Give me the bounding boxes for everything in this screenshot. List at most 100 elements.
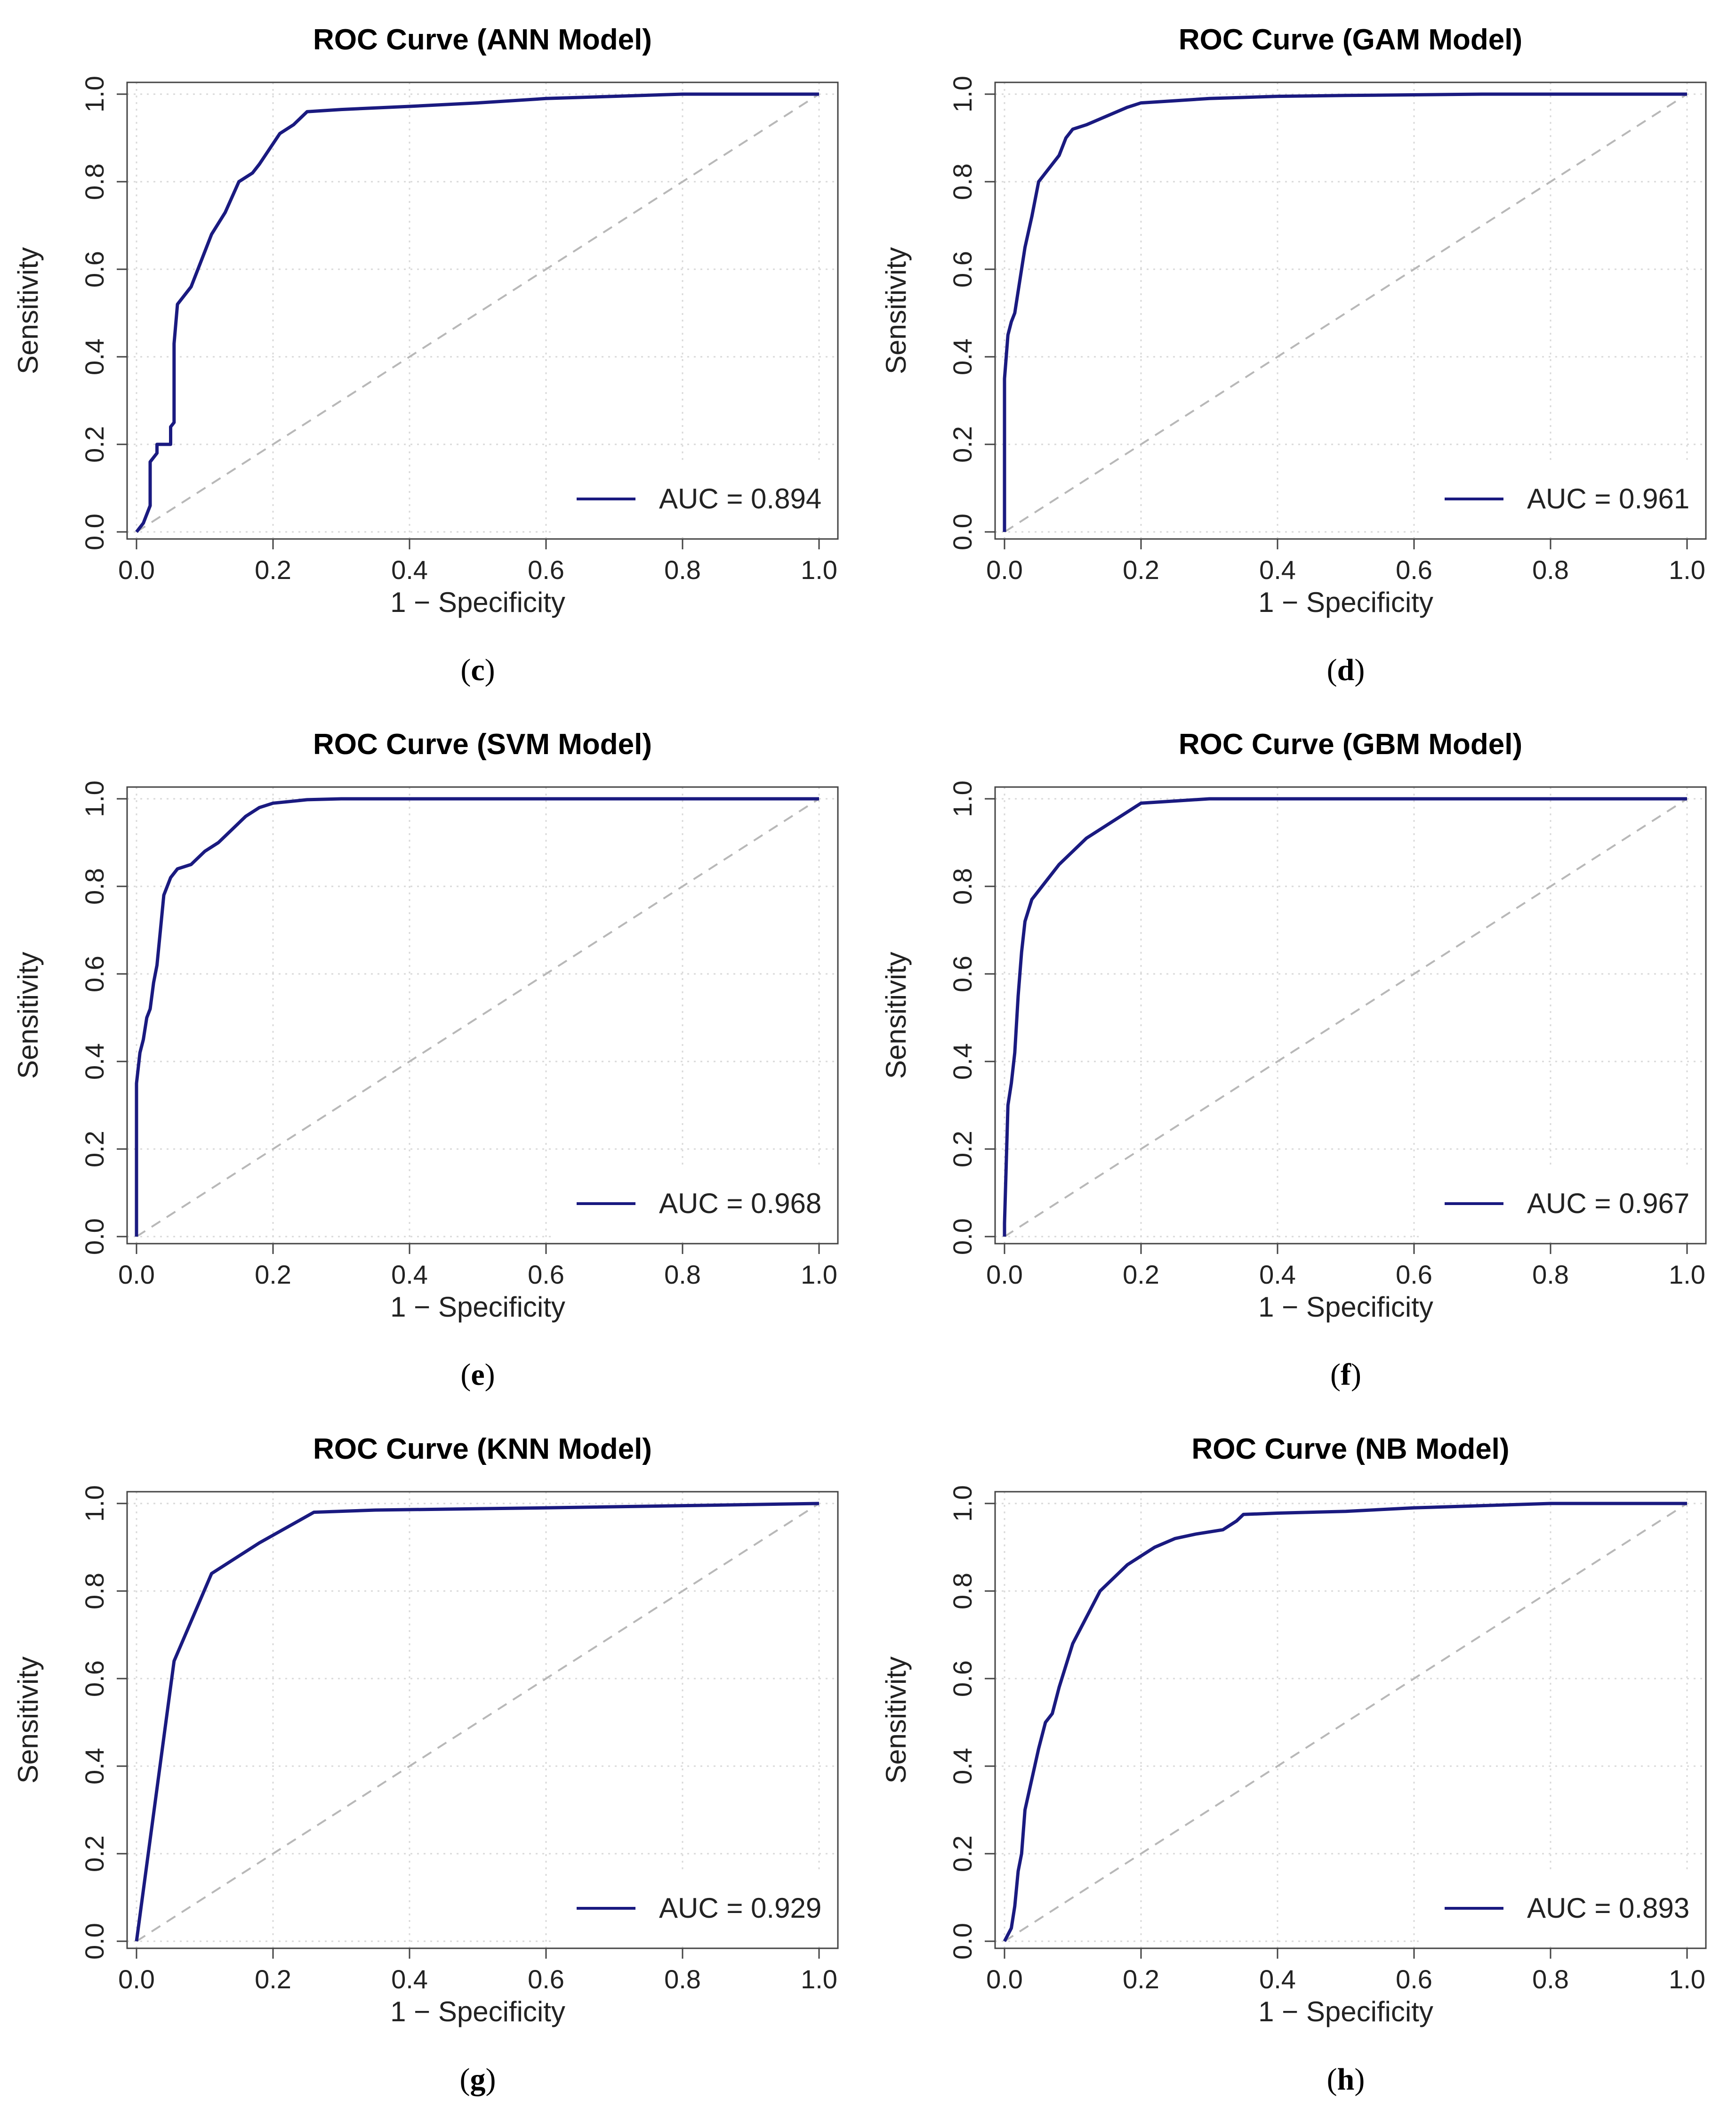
x-tick-label: 0.0 [118,1260,155,1289]
y-tick-label: 0.0 [80,1923,109,1960]
roc-chart-svg: ROC Curve (GAM Model) 0.0 0.2 0.4 0.6 0.8 1.0 1… [880,24,1707,687]
plot-frame [126,786,839,1245]
x-tick-label: 0.0 [986,1964,1023,1994]
roc-chart-svg: ROC Curve (NB Model) 0.0 0.2 0.4 0.6 0.8 1.0 1 … [880,1433,1707,2097]
y-tick-label: 0.0 [948,1923,977,1960]
panel-caption: (c) [460,653,495,687]
roc-chart-svg: ROC Curve (KNN Model) 0.0 0.2 0.4 0.6 0.8 1.0 1… [12,1433,839,2097]
panel-caption: (f) [1330,1358,1361,1392]
x-tick-label: 0.4 [391,1260,428,1289]
plot-frame [994,1491,1707,1949]
reference-diagonal [136,93,820,533]
y-tick-label: 0.0 [80,514,109,550]
x-tick-label: 0.8 [1532,1260,1569,1289]
x-tick-label: 1.0 [801,555,837,585]
y-tick-label: 0.6 [80,1660,109,1697]
x-tick-label: 1.0 [801,1964,837,1994]
y-axis: 0.0 0.2 0.4 0.6 0.8 1.0 [80,1485,127,1960]
panel-caption: (g) [460,2062,496,2097]
y-axis: 0.0 0.2 0.4 0.6 0.8 1.0 [948,780,995,1255]
roc-panel-c: ROC Curve (ANN Model) 0.0 0.2 0.4 0.6 0.8 1.0 1… [0,0,868,705]
y-tick-label: 0.2 [80,1131,109,1167]
roc-curve [1003,1502,1687,1942]
plot-frame [994,786,1707,1245]
x-tick-label: 0.4 [1259,1260,1296,1289]
y-axis: 0.0 0.2 0.4 0.6 0.8 1.0 [948,76,995,550]
y-tick-label: 0.2 [948,1835,977,1872]
x-tick-label: 0.6 [1396,555,1432,585]
plot-frame [126,81,839,540]
y-axis: 0.0 0.2 0.4 0.6 0.8 1.0 [948,1485,995,1960]
roc-curve [135,1502,820,1942]
roc-curve [1003,797,1687,1237]
plot-frame [994,81,1707,540]
y-tick-label: 0.0 [80,1218,109,1255]
legend-label: AUC = 0.893 [1527,1892,1689,1924]
y-tick-label: 0.0 [948,1218,977,1255]
y-tick-label: 0.8 [948,163,977,200]
chart-title: ROC Curve (KNN Model) [313,1433,652,1465]
x-axis: 0.0 0.2 0.4 0.6 0.8 1.0 [986,1948,1705,1994]
y-tick-label: 1.0 [80,780,109,817]
y-axis-label: Sensitivity [12,952,44,1079]
x-axis-label: 1 − Specificity [390,1996,565,2027]
y-tick-label: 0.8 [80,868,109,905]
x-tick-label: 0.8 [664,1260,701,1289]
x-tick-label: 0.2 [255,555,291,585]
y-axis: 0.0 0.2 0.4 0.6 0.8 1.0 [80,76,127,550]
reference-diagonal [1004,798,1688,1238]
roc-panel-f: ROC Curve (GBM Model) 0.0 0.2 0.4 0.6 0.8 1.0 1… [868,705,1736,1409]
x-axis-label: 1 − Specificity [1258,1291,1433,1323]
x-tick-label: 0.6 [1396,1260,1432,1289]
x-tick-label: 0.0 [118,555,155,585]
x-tick-label: 1.0 [1669,555,1705,585]
panel-caption: (d) [1327,653,1365,687]
legend: AUC = 0.893 [1419,1873,1705,1944]
y-axis-label: Sensitivity [880,952,912,1079]
y-tick-label: 0.8 [80,163,109,200]
y-tick-label: 1.0 [948,1485,977,1522]
y-tick-label: 0.6 [948,956,977,992]
roc-panel-e: ROC Curve (SVM Model) 0.0 0.2 0.4 0.6 0.8 1.0 1… [0,705,868,1409]
y-tick-label: 0.8 [948,868,977,905]
roc-chart-svg: ROC Curve (GBM Model) 0.0 0.2 0.4 0.6 0.8 1.0 1… [880,728,1707,1392]
roc-chart-svg: ROC Curve (SVM Model) 0.0 0.2 0.4 0.6 0.8 1.0 1… [12,728,839,1392]
legend-label: AUC = 0.968 [659,1188,821,1219]
x-tick-label: 0.8 [1532,555,1569,585]
chart-title: ROC Curve (GAM Model) [1179,24,1522,56]
legend-label: AUC = 0.894 [659,483,821,514]
chart-title: ROC Curve (SVM Model) [313,728,652,761]
legend: AUC = 0.968 [551,1168,837,1239]
x-axis-label: 1 − Specificity [390,1291,565,1323]
x-axis-label: 1 − Specificity [390,587,565,618]
x-axis: 0.0 0.2 0.4 0.6 0.8 1.0 [118,539,837,585]
y-tick-label: 0.4 [80,1748,109,1784]
y-tick-label: 0.2 [948,426,977,463]
legend: AUC = 0.961 [1419,464,1705,534]
reference-diagonal [1004,93,1688,533]
x-tick-label: 0.2 [255,1260,291,1289]
reference-diagonal [136,1503,820,1942]
x-axis: 0.0 0.2 0.4 0.6 0.8 1.0 [986,1244,1705,1289]
y-tick-label: 0.2 [948,1131,977,1167]
y-tick-label: 0.4 [948,338,977,375]
chart-title: ROC Curve (GBM Model) [1179,728,1522,761]
x-tick-label: 0.8 [664,555,701,585]
roc-chart-svg: ROC Curve (ANN Model) 0.0 0.2 0.4 0.6 0.8 1.0 1… [12,24,839,687]
x-tick-label: 1.0 [801,1260,837,1289]
roc-panel-h: ROC Curve (NB Model) 0.0 0.2 0.4 0.6 0.8 1.0 1 … [868,1409,1736,2114]
y-tick-label: 1.0 [948,780,977,817]
legend: AUC = 0.894 [551,464,837,534]
x-axis: 0.0 0.2 0.4 0.6 0.8 1.0 [118,1948,837,1994]
legend-label: AUC = 0.929 [659,1892,821,1924]
y-tick-label: 1.0 [80,1485,109,1522]
x-tick-label: 0.8 [664,1964,701,1994]
y-axis-label: Sensitivity [12,1656,44,1784]
roc-curve [1003,92,1687,532]
y-tick-label: 0.8 [948,1573,977,1609]
legend-label: AUC = 0.967 [1527,1188,1689,1219]
x-tick-label: 0.4 [1259,555,1296,585]
x-axis: 0.0 0.2 0.4 0.6 0.8 1.0 [118,1244,837,1289]
reference-diagonal [1004,1503,1688,1942]
y-tick-label: 0.4 [948,1043,977,1080]
